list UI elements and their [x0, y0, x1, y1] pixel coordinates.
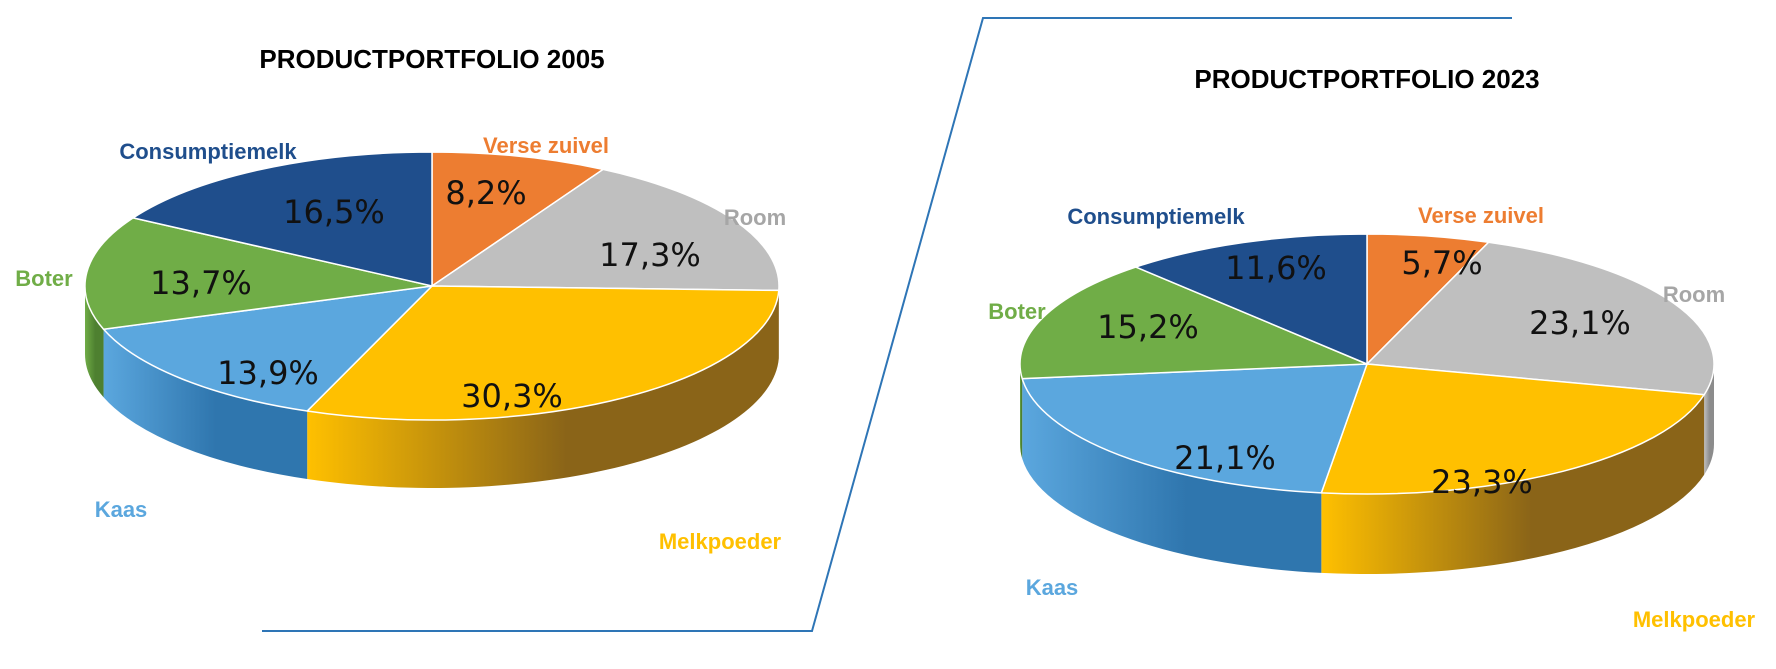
pie-slice-room [1366, 241, 1715, 396]
divider-line [262, 17, 1512, 632]
category-label-room: Room [724, 205, 786, 230]
value-label-melkpoeder: 23,3% [1431, 463, 1533, 501]
pie-slice-boter [84, 217, 433, 330]
value-label-verse-zuivel: 5,7% [1401, 244, 1482, 282]
value-label-kaas: 13,9% [217, 354, 319, 392]
pie-slice-consumptiemelk [132, 151, 433, 287]
pie-slice-verse-zuivel [1366, 233, 1490, 365]
category-label-melkpoeder: Melkpoeder [1633, 607, 1756, 632]
pie-slice-kaas [102, 285, 433, 412]
category-label-kaas: Kaas [95, 497, 148, 522]
value-label-consumptiemelk: 16,5% [283, 193, 385, 231]
pie-slice-verse-zuivel [431, 151, 604, 287]
pie-slice-boter [1019, 266, 1368, 380]
value-label-consumptiemelk: 11,6% [1225, 249, 1327, 287]
category-label-consumptiemelk: Consumptiemelk [1067, 204, 1245, 229]
category-label-room: Room [1663, 282, 1725, 307]
pie-chart-2023: PRODUCTPORTFOLIO 2023 5,7% Verse zuivel 23,… [988, 64, 1755, 632]
chart-title: PRODUCTPORTFOLIO 2023 [1194, 64, 1539, 94]
value-label-room: 23,1% [1529, 304, 1631, 342]
value-label-boter: 13,7% [150, 264, 252, 302]
pie-side-melkpoeder [1321, 394, 1705, 574]
pie-slice-room [431, 168, 780, 292]
pie-side-kaas [1022, 378, 1322, 573]
pie-chart-2005: PRODUCTPORTFOLIO 2005 8,2% Verse zuivel 17,… [15, 44, 786, 554]
value-label-verse-zuivel: 8,2% [445, 174, 526, 212]
category-label-kaas: Kaas [1026, 575, 1079, 600]
pie-slice-consumptiemelk [1135, 233, 1368, 365]
chart-title: PRODUCTPORTFOLIO 2005 [259, 44, 604, 74]
value-label-melkpoeder: 30,3% [461, 377, 563, 415]
category-label-verse-zuivel: Verse zuivel [1418, 203, 1544, 228]
pie-side-boter [85, 286, 104, 398]
value-label-kaas: 21,1% [1174, 439, 1276, 477]
pie-side-boter [1020, 364, 1023, 459]
pie-side-melkpoeder [307, 290, 779, 488]
value-label-boter: 15,2% [1097, 308, 1199, 346]
pie-slice-kaas [1021, 363, 1368, 494]
pie-slice-melkpoeder [306, 285, 780, 421]
category-label-melkpoeder: Melkpoeder [659, 529, 782, 554]
category-label-verse-zuivel: Verse zuivel [483, 133, 609, 158]
value-label-room: 17,3% [599, 236, 701, 274]
category-label-consumptiemelk: Consumptiemelk [119, 139, 297, 164]
category-label-boter: Boter [15, 266, 73, 291]
category-label-boter: Boter [988, 299, 1046, 324]
pie-slice-melkpoeder [1320, 363, 1705, 495]
